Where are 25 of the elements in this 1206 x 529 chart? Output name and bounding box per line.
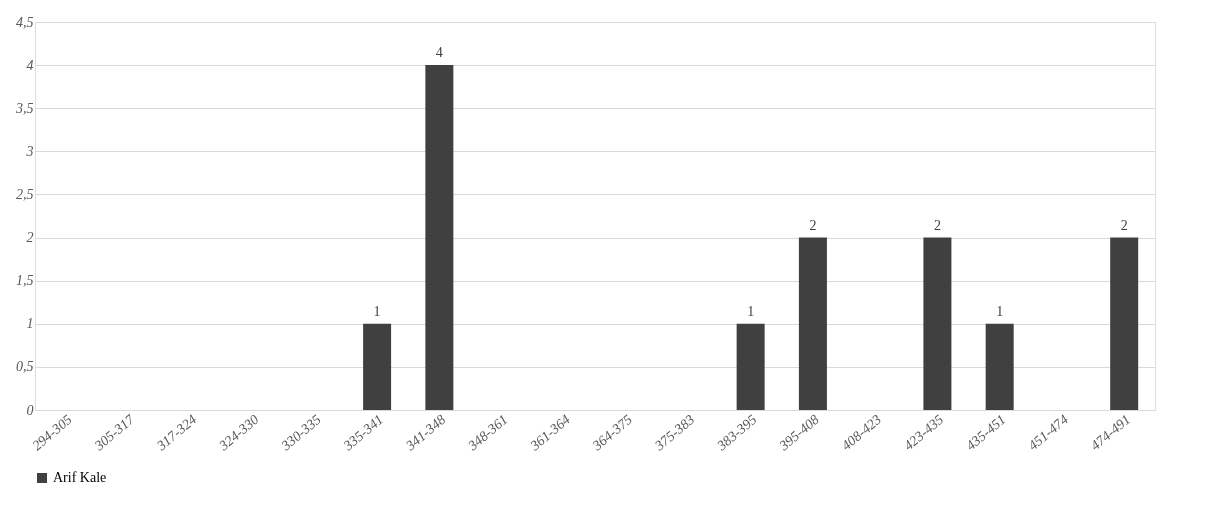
y-tick-label: 2 (26, 230, 34, 246)
bar (985, 323, 1014, 410)
data-label: 2 (933, 217, 941, 233)
bar (1110, 237, 1139, 410)
legend-label: Arif Kale (53, 470, 107, 485)
data-label: 2 (1120, 217, 1128, 233)
data-label: 4 (435, 45, 443, 61)
y-tick-label: 1,5 (16, 273, 34, 289)
bar (736, 323, 765, 410)
data-label: 1 (373, 303, 381, 319)
y-tick-label: 4,5 (16, 14, 34, 30)
y-tick-label: 0 (26, 402, 34, 418)
bar (923, 237, 952, 410)
data-label: 1 (996, 303, 1004, 319)
bar (425, 65, 454, 410)
y-tick-label: 3,5 (15, 100, 34, 116)
y-tick-label: 4 (26, 57, 34, 73)
bar (363, 323, 392, 410)
data-label: 1 (747, 303, 755, 319)
y-tick-label: 3 (25, 143, 34, 159)
bar (798, 237, 827, 410)
y-tick-label: 0,5 (16, 359, 34, 375)
y-tick-label: 1 (26, 316, 34, 332)
y-tick-label: 2,5 (16, 186, 34, 202)
data-label: 2 (809, 217, 817, 233)
